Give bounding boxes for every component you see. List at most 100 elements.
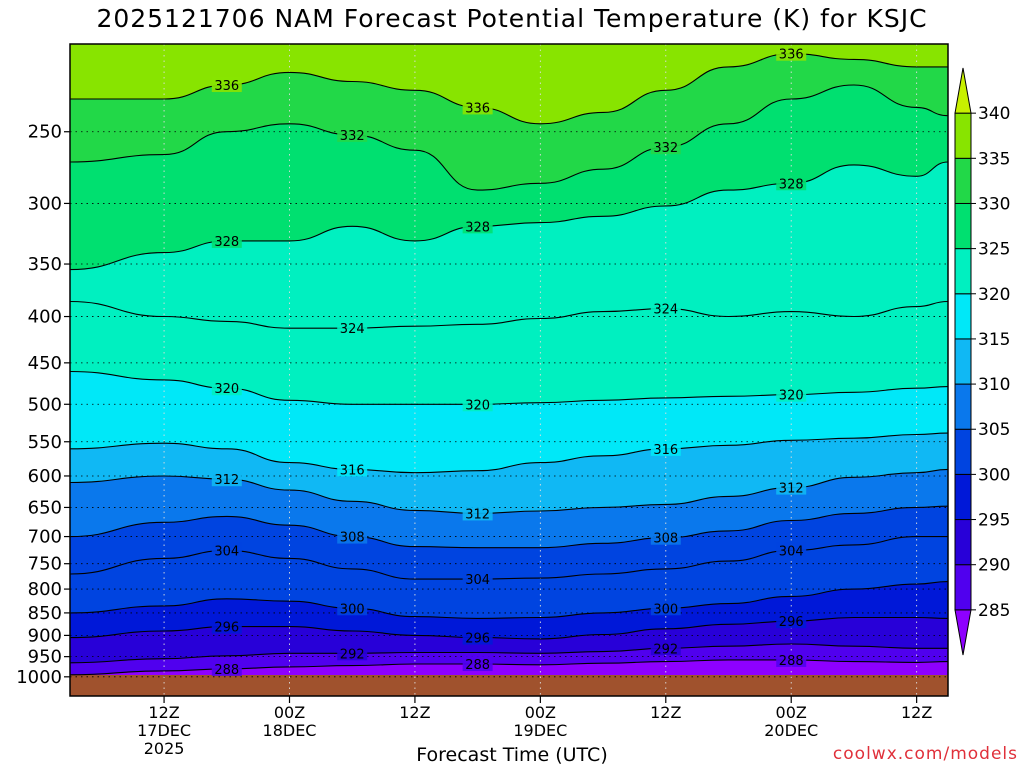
contour-label-bg: [211, 380, 242, 396]
colorbar-seg: [954, 473, 972, 521]
contour-label-bg: [462, 218, 493, 234]
y-tick-label: 900: [28, 625, 62, 646]
contour-label-bg: [211, 618, 242, 634]
contour-label: 336: [465, 101, 490, 116]
x-tick-label: 2025: [144, 739, 185, 758]
y-tick-label: 250: [28, 122, 62, 143]
x-tick-label: 19DEC: [513, 721, 567, 740]
colorbar-label: 305: [978, 420, 1010, 440]
x-tick-label: 00Z: [525, 703, 556, 722]
x-tick-label: 18DEC: [263, 721, 317, 740]
contour-label: 300: [340, 602, 365, 617]
y-tick-label: 550: [28, 432, 62, 453]
contour-332: [70, 84, 948, 191]
contour-label: 324: [340, 322, 365, 337]
contour-label: 324: [653, 303, 678, 318]
colorbar-label: 290: [978, 556, 1010, 576]
contour-label: 304: [779, 544, 804, 559]
colorbar-label: 310: [978, 375, 1010, 395]
colorbar-seg: [954, 428, 972, 475]
contour-label: 308: [340, 531, 365, 546]
contour-label-bg: [462, 396, 493, 412]
colorbar-seg: [954, 248, 972, 295]
contour-label-bg: [776, 542, 807, 558]
x-tick-label: 12Z: [148, 703, 179, 722]
contour-label-bg: [776, 175, 807, 191]
contour-label-bg: [462, 99, 493, 115]
contour-label-bg: [337, 126, 368, 142]
contour-316: [70, 432, 948, 474]
contour-label: 316: [653, 443, 678, 458]
contour-label-bg: [776, 45, 807, 61]
contour-label: 292: [340, 647, 365, 662]
contour-292: [70, 643, 948, 664]
contour-label: 296: [779, 615, 804, 630]
credit-link[interactable]: coolwx.com/models: [832, 744, 1018, 764]
contour-label: 332: [653, 141, 678, 156]
colorbar-label: 330: [978, 194, 1010, 214]
colorbar-seg: [954, 519, 972, 566]
contour-label-bg: [337, 645, 368, 661]
contour-label-bg: [211, 542, 242, 558]
contour-336: [70, 53, 948, 125]
contour-label-bg: [650, 640, 681, 656]
contour-label-bg: [211, 660, 242, 676]
y-tick-label: 950: [28, 647, 62, 668]
contour-label-bg: [776, 479, 807, 495]
colorbar-seg: [954, 157, 972, 204]
band-fill-332: [70, 44, 948, 191]
contour-label: 316: [340, 463, 365, 478]
x-tick-label: 00Z: [274, 703, 305, 722]
contour-label-bg: [462, 656, 493, 672]
contour-label-bg: [650, 440, 681, 456]
colorbar-label: 340: [978, 104, 1010, 124]
contour-label-bg: [462, 629, 493, 645]
y-axis: 2503003504004505005506006507007508008509…: [16, 122, 70, 688]
contour-label-bg: [650, 139, 681, 155]
contour-label: 328: [465, 220, 490, 235]
colorbar-seg: [954, 338, 972, 385]
contour-label: 296: [214, 621, 239, 636]
colorbar-label: 315: [978, 330, 1010, 350]
contour-label: 336: [779, 48, 804, 63]
colorbar: 285 290 295 300 305 310 315 320 325 330 335 340: [954, 67, 1010, 656]
contour-label-bg: [650, 529, 681, 545]
y-tick-label: 750: [28, 554, 62, 575]
plot-frame: [69, 43, 949, 697]
x-tick-label: 12Z: [650, 703, 681, 722]
contour-label: 308: [653, 532, 678, 547]
contour-label: 296: [465, 632, 490, 647]
contour-label: 312: [214, 473, 239, 488]
y-tick-label: 300: [28, 193, 62, 214]
x-axis-label: Forecast Time (UTC): [416, 744, 608, 766]
contour-label-bg: [776, 613, 807, 629]
contour-label: 288: [465, 658, 490, 673]
colorbar-label: 295: [978, 511, 1010, 531]
contour-label-bg: [337, 461, 368, 477]
contour-label-bg: [776, 386, 807, 402]
contour-label: 288: [214, 663, 239, 678]
contour-324: [70, 300, 948, 329]
contour-label-bg: [211, 77, 242, 93]
colorbar-seg: [954, 564, 972, 611]
contour-label: 300: [653, 602, 678, 617]
colorbar-label: 300: [978, 465, 1010, 485]
x-tick-label: 12Z: [901, 703, 932, 722]
colorbar-seg: [954, 609, 972, 656]
ground-layer: [70, 675, 948, 696]
y-tick-label: 850: [28, 603, 62, 624]
colorbar-label: 285: [978, 601, 1010, 621]
colorbar-seg: [954, 202, 972, 250]
y-tick-label: 500: [28, 394, 62, 415]
colorbar-seg: [954, 383, 972, 430]
y-tick-label: 700: [28, 527, 62, 548]
contour-label-layer: 288 288 288 292 292 296 296 296 300 300 304 304 304 3…: [211, 45, 807, 678]
y-tick-label: 650: [28, 497, 62, 518]
x-tick-label: 00Z: [776, 703, 807, 722]
contour-label: 320: [779, 389, 804, 404]
contour-label: 336: [214, 79, 239, 94]
y-tick-label: 400: [28, 307, 62, 328]
contour-label-bg: [211, 471, 242, 487]
